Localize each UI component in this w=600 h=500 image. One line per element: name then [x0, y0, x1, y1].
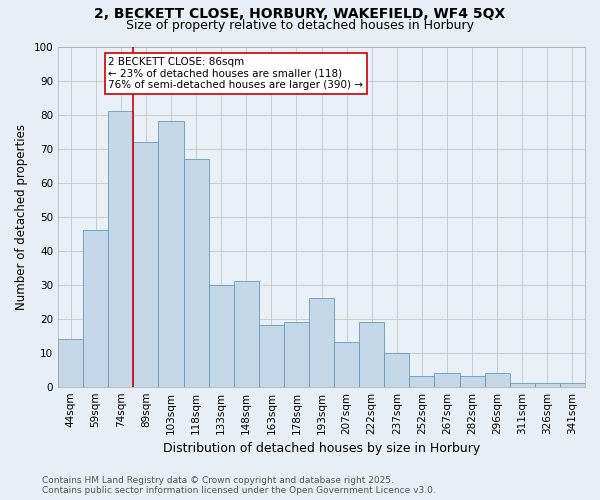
Bar — [359, 322, 384, 386]
Text: 2 BECKETT CLOSE: 86sqm
← 23% of detached houses are smaller (118)
76% of semi-de: 2 BECKETT CLOSE: 86sqm ← 23% of detached… — [108, 56, 363, 90]
Bar — [259, 326, 284, 386]
Bar — [184, 159, 209, 386]
Bar — [158, 122, 184, 386]
Bar — [334, 342, 359, 386]
Bar — [485, 373, 510, 386]
Bar — [460, 376, 485, 386]
Bar — [284, 322, 309, 386]
Bar — [535, 384, 560, 386]
Bar — [83, 230, 108, 386]
Text: 2, BECKETT CLOSE, HORBURY, WAKEFIELD, WF4 5QX: 2, BECKETT CLOSE, HORBURY, WAKEFIELD, WF… — [94, 8, 506, 22]
Bar — [510, 384, 535, 386]
X-axis label: Distribution of detached houses by size in Horbury: Distribution of detached houses by size … — [163, 442, 480, 455]
Bar — [560, 384, 585, 386]
Bar — [209, 284, 233, 386]
Bar — [133, 142, 158, 386]
Text: Contains HM Land Registry data © Crown copyright and database right 2025.
Contai: Contains HM Land Registry data © Crown c… — [42, 476, 436, 495]
Bar — [434, 373, 460, 386]
Text: Size of property relative to detached houses in Horbury: Size of property relative to detached ho… — [126, 18, 474, 32]
Y-axis label: Number of detached properties: Number of detached properties — [15, 124, 28, 310]
Bar — [233, 281, 259, 386]
Bar — [309, 298, 334, 386]
Bar — [409, 376, 434, 386]
Bar — [58, 339, 83, 386]
Bar — [384, 352, 409, 386]
Bar — [108, 111, 133, 386]
